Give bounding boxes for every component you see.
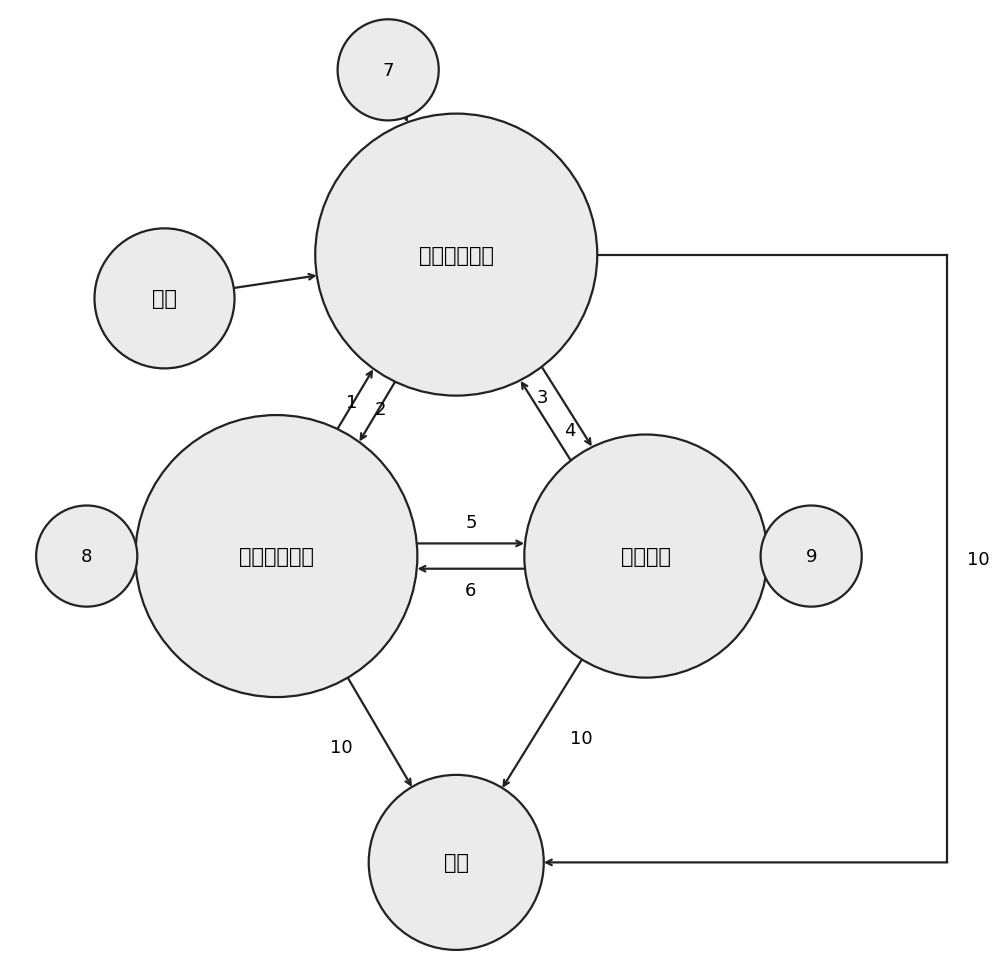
Text: 10: 10	[570, 730, 592, 747]
Text: 4: 4	[564, 422, 576, 440]
Text: 10: 10	[330, 738, 352, 756]
Circle shape	[524, 435, 767, 678]
Text: 2: 2	[375, 401, 386, 418]
Circle shape	[369, 775, 544, 950]
Text: 10: 10	[967, 550, 989, 568]
Circle shape	[761, 506, 862, 607]
Circle shape	[315, 114, 597, 397]
Text: 开始: 开始	[152, 289, 177, 309]
Text: 停止: 停止	[444, 853, 469, 872]
Circle shape	[338, 21, 439, 121]
Circle shape	[94, 230, 235, 369]
Circle shape	[36, 506, 137, 607]
Text: 8: 8	[81, 547, 92, 566]
Text: 5: 5	[465, 514, 477, 531]
Text: 6: 6	[465, 581, 477, 600]
Text: 串行自顶向下: 串行自顶向下	[419, 245, 494, 266]
Text: 9: 9	[805, 547, 817, 566]
Text: 3: 3	[537, 389, 548, 406]
Text: 7: 7	[382, 62, 394, 80]
Text: 自底向上: 自底向上	[621, 546, 671, 567]
Circle shape	[135, 415, 417, 698]
Text: 并行自顶向下: 并行自顶向下	[239, 546, 314, 567]
Text: 1: 1	[346, 394, 358, 411]
